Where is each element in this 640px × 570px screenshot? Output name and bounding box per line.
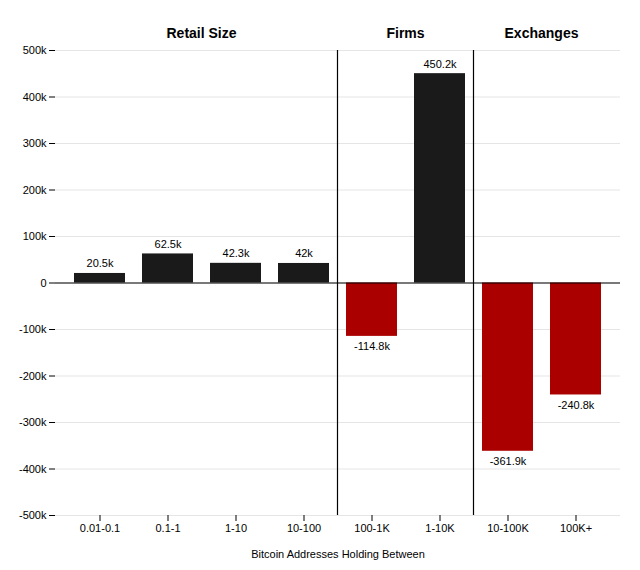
svg-text:400k: 400k xyxy=(23,91,47,103)
svg-text:-114.8k: -114.8k xyxy=(354,340,390,352)
svg-text:Exchanges: Exchanges xyxy=(505,25,579,41)
svg-text:Retail Size: Retail Size xyxy=(166,25,236,41)
svg-text:62.5k: 62.5k xyxy=(155,238,182,250)
svg-text:20.5k: 20.5k xyxy=(87,257,114,269)
svg-text:100K+: 100K+ xyxy=(560,522,592,534)
svg-text:0: 0 xyxy=(40,277,46,289)
svg-text:0.1-1: 0.1-1 xyxy=(155,522,180,534)
svg-text:1-10K: 1-10K xyxy=(425,522,455,534)
svg-text:450.2k: 450.2k xyxy=(423,58,457,70)
svg-text:300k: 300k xyxy=(23,137,47,149)
svg-text:42.3k: 42.3k xyxy=(223,247,250,259)
svg-text:0.01-0.1: 0.01-0.1 xyxy=(80,522,120,534)
svg-text:-300k: -300k xyxy=(19,416,47,428)
svg-text:42k: 42k xyxy=(295,247,313,259)
svg-text:1-10: 1-10 xyxy=(225,522,247,534)
svg-text:100-1K: 100-1K xyxy=(354,522,390,534)
svg-text:Bitcoin Addresses Holding Betw: Bitcoin Addresses Holding Between xyxy=(251,548,425,560)
svg-text:10-100: 10-100 xyxy=(287,522,321,534)
svg-text:-500k: -500k xyxy=(19,509,47,521)
svg-text:Firms: Firms xyxy=(386,25,424,41)
svg-text:500k: 500k xyxy=(23,44,47,56)
svg-text:-400k: -400k xyxy=(19,463,47,475)
svg-text:100k: 100k xyxy=(23,230,47,242)
svg-text:-200k: -200k xyxy=(19,370,47,382)
svg-text:-240.8k: -240.8k xyxy=(558,399,595,411)
svg-text:-361.9k: -361.9k xyxy=(490,455,527,467)
svg-text:200k: 200k xyxy=(23,184,47,196)
svg-text:10-100K: 10-100K xyxy=(487,522,529,534)
svg-text:-100k: -100k xyxy=(19,323,47,335)
